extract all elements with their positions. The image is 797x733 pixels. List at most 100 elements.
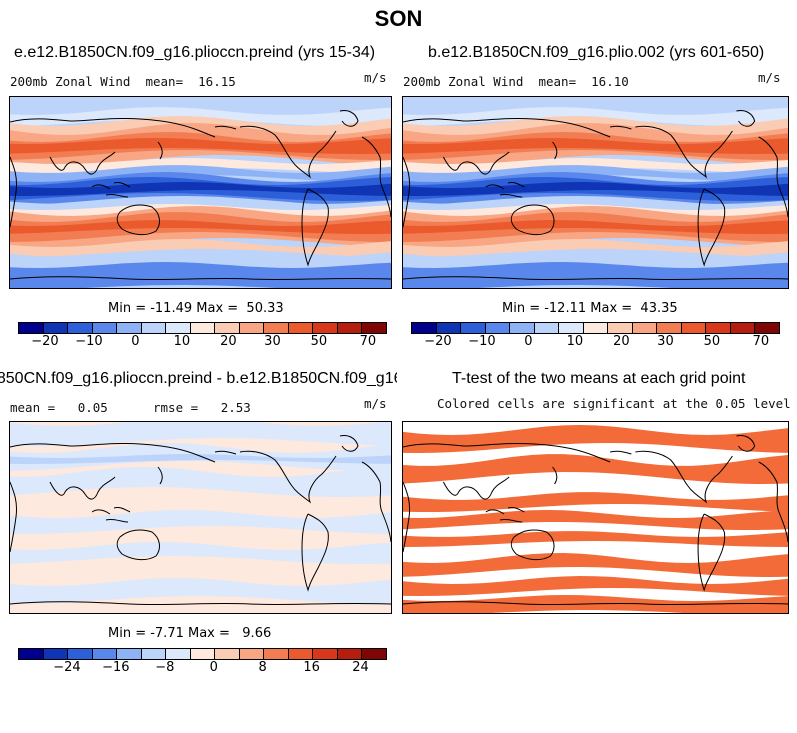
colorbar-tick-label: 30 [657, 334, 674, 349]
colorbar-tick-label: 0 [131, 334, 140, 349]
coastline [49, 151, 116, 175]
panel1-colorbar [18, 322, 387, 334]
colorbar-swatch [68, 649, 93, 659]
colorbar-tick-label: 70 [752, 334, 770, 349]
panel1-map [9, 96, 392, 289]
wind-band [10, 422, 391, 446]
coastline [442, 476, 510, 500]
coastline [157, 141, 163, 160]
wind-band [10, 239, 391, 257]
wind-band [403, 510, 788, 530]
colorbar-tick-label: 50 [703, 334, 721, 349]
wind-band [10, 262, 391, 288]
coastline [403, 276, 788, 281]
panel3-colorbar [18, 648, 387, 660]
coastline [91, 182, 131, 198]
colorbar-tick-label: 70 [359, 334, 377, 349]
panel2-stats: Min = -12.11 Max = 43.35 [502, 301, 678, 316]
colorbar-swatch [510, 323, 535, 333]
colorbar-swatch [19, 323, 44, 333]
panel3-subtitle: mean = 0.05 rmse = 2.53 [10, 400, 251, 415]
colorbar-swatch [313, 323, 338, 333]
colorbar-swatch [632, 323, 658, 333]
coastline [552, 141, 558, 160]
panel2-subtitle: 200mb Zonal Wind mean= 16.10 [403, 74, 629, 89]
coastline [403, 117, 611, 138]
colorbar-tick-label: 50 [310, 334, 328, 349]
wind-band [403, 97, 788, 114]
coastline [116, 204, 160, 236]
colorbar-swatch [190, 649, 216, 659]
colorbar-swatch [485, 323, 511, 333]
coastline [239, 125, 337, 179]
coastline [758, 461, 788, 543]
wind-band [10, 467, 391, 497]
colorbar-tick-label: 24 [352, 660, 369, 675]
colorbar-tick-label: −10 [468, 334, 496, 349]
wind-band [403, 553, 788, 577]
coastline [758, 136, 788, 218]
colorbar-swatch [362, 649, 386, 659]
wind-band [10, 182, 391, 196]
panel2-units: m/s [758, 70, 781, 85]
colorbar-swatch [19, 649, 44, 659]
colorbar-swatch [239, 323, 265, 333]
coastline [403, 601, 788, 606]
panel4-subtitle: Colored cells are significant at the 0.0… [437, 396, 791, 411]
colorbar-swatch [117, 323, 142, 333]
colorbar-swatch [730, 323, 756, 333]
colorbar-swatch [608, 323, 633, 333]
coastline [91, 507, 131, 523]
coastline [635, 450, 733, 504]
panel1-colorbar-ticks: −20 −10 0 10 20 30 50 70 [18, 334, 385, 350]
colorbar-swatch [215, 649, 240, 659]
colorbar-tick-label: 20 [220, 334, 237, 349]
colorbar-swatch [92, 323, 118, 333]
coastline [485, 182, 525, 198]
coastline [116, 529, 160, 561]
wind-band [403, 220, 788, 234]
colorbar-tick-label: −20 [424, 334, 452, 349]
panel2-title: b.e12.B1850CN.f09_g16.plio.002 (yrs 601-… [428, 44, 765, 61]
panel4-map [402, 421, 789, 614]
coastline [10, 442, 216, 463]
colorbar-swatch [190, 323, 216, 333]
colorbar-swatch [288, 649, 314, 659]
colorbar-swatch [583, 323, 609, 333]
coastline [736, 435, 756, 452]
figure-title: SON [374, 6, 423, 31]
panel1-units: m/s [364, 70, 387, 85]
colorbar-swatch [141, 649, 167, 659]
colorbar-tick-label: 0 [209, 660, 218, 675]
colorbar-tick-label: 8 [258, 660, 267, 675]
wind-band [10, 220, 391, 234]
colorbar-swatch [141, 323, 167, 333]
colorbar-tick-label: 10 [173, 334, 191, 349]
coastline [697, 513, 726, 592]
coastline [736, 110, 756, 127]
colorbar-swatch [43, 649, 69, 659]
colorbar-swatch [337, 323, 363, 333]
wind-band [403, 425, 788, 453]
panel1-subtitle: 200mb Zonal Wind mean= 16.15 [10, 74, 236, 89]
colorbar-swatch [264, 323, 289, 333]
colorbar-swatch [559, 323, 584, 333]
coastline [610, 125, 632, 130]
coastline [339, 110, 359, 127]
coastline [214, 450, 237, 455]
coastline [510, 204, 555, 236]
panel3-title: e.e12.B1850CN.f09_g16.plioccn.preind - b… [0, 370, 397, 387]
coastline [239, 450, 337, 504]
wind-band [403, 454, 788, 484]
panel1-stats: Min = -11.49 Max = 50.33 [108, 301, 284, 316]
coastline [10, 601, 391, 606]
wind-band [403, 239, 788, 257]
panel1-title: e.e12.B1850CN.f09_g16.plioccn.preind (yr… [14, 44, 376, 61]
coastline [10, 117, 216, 138]
coastline [510, 529, 555, 561]
wind-band [403, 576, 788, 596]
colorbar-swatch [264, 649, 289, 659]
panel3-map [9, 421, 392, 614]
colorbar-tick-label: −8 [155, 660, 175, 675]
colorbar-swatch [681, 323, 707, 333]
